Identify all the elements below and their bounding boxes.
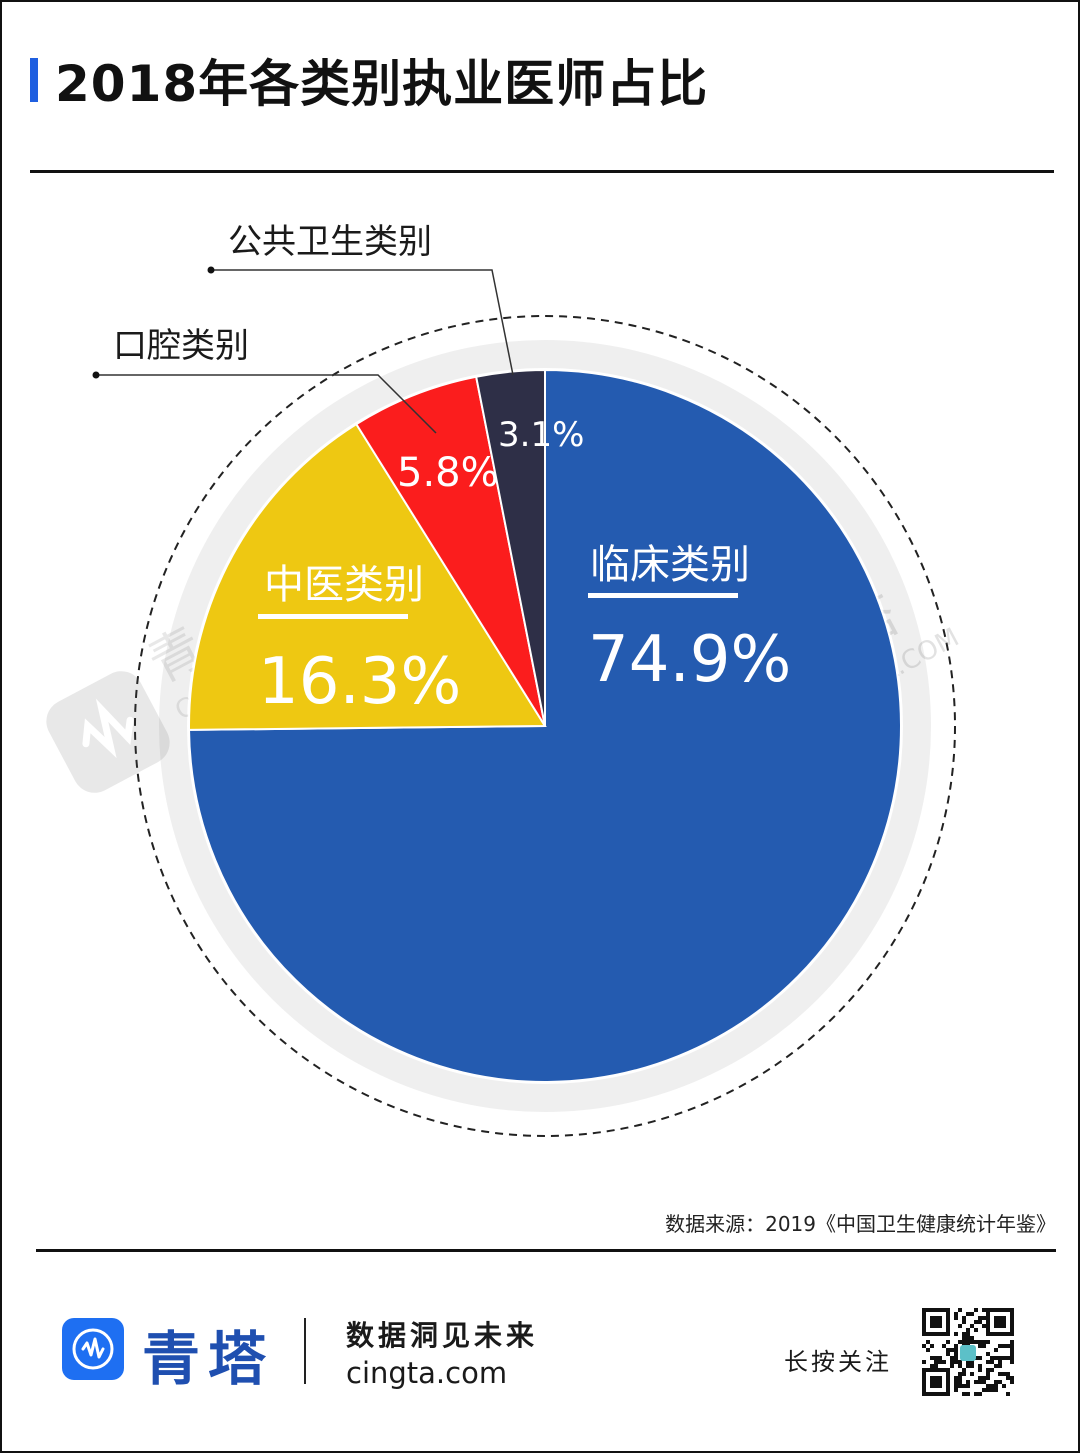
label-dental: 口腔类别	[113, 326, 249, 366]
title-divider	[30, 170, 1054, 173]
leader-line-dental	[96, 374, 437, 434]
footer-vertical-divider	[304, 1318, 306, 1384]
slice-tcm	[188, 422, 547, 731]
footer-slogan: 数据洞见未来	[346, 1319, 539, 1352]
page-title: 2018年各类别执业医师占比	[55, 55, 709, 113]
follow-prompt: 长按关注	[784, 1348, 892, 1376]
label-tcm: 中医类别	[264, 562, 424, 608]
pie-dashed-outline	[134, 315, 956, 1137]
underline-clinical	[588, 593, 738, 598]
label-public-health: 公共卫生类别	[228, 222, 432, 262]
value-public-health: 3.1%	[498, 415, 584, 455]
underline-tcm	[258, 614, 408, 619]
slice-clinical	[188, 368, 902, 1083]
qr-code[interactable]	[922, 1308, 1014, 1398]
footer-brand-name: 青塔	[142, 1325, 275, 1393]
slice-public-health	[474, 368, 546, 727]
value-clinical: 74.9%	[588, 623, 791, 697]
value-tcm: 16.3%	[258, 645, 461, 719]
leader-dot-dental	[92, 371, 100, 379]
leader-dot-public-health	[207, 266, 215, 274]
value-dental: 5.8%	[397, 450, 499, 496]
label-clinical: 临床类别	[590, 542, 750, 588]
footer-website[interactable]: cingta.com	[346, 1356, 508, 1390]
brand-logo-icon	[62, 1318, 124, 1380]
leader-line-public-health	[211, 269, 514, 376]
title-accent-bar	[30, 58, 38, 102]
footer-divider-line	[36, 1249, 1056, 1252]
slice-dental	[354, 375, 546, 727]
data-source: 数据来源：2019《中国卫生健康统计年鉴》	[665, 1212, 1056, 1236]
